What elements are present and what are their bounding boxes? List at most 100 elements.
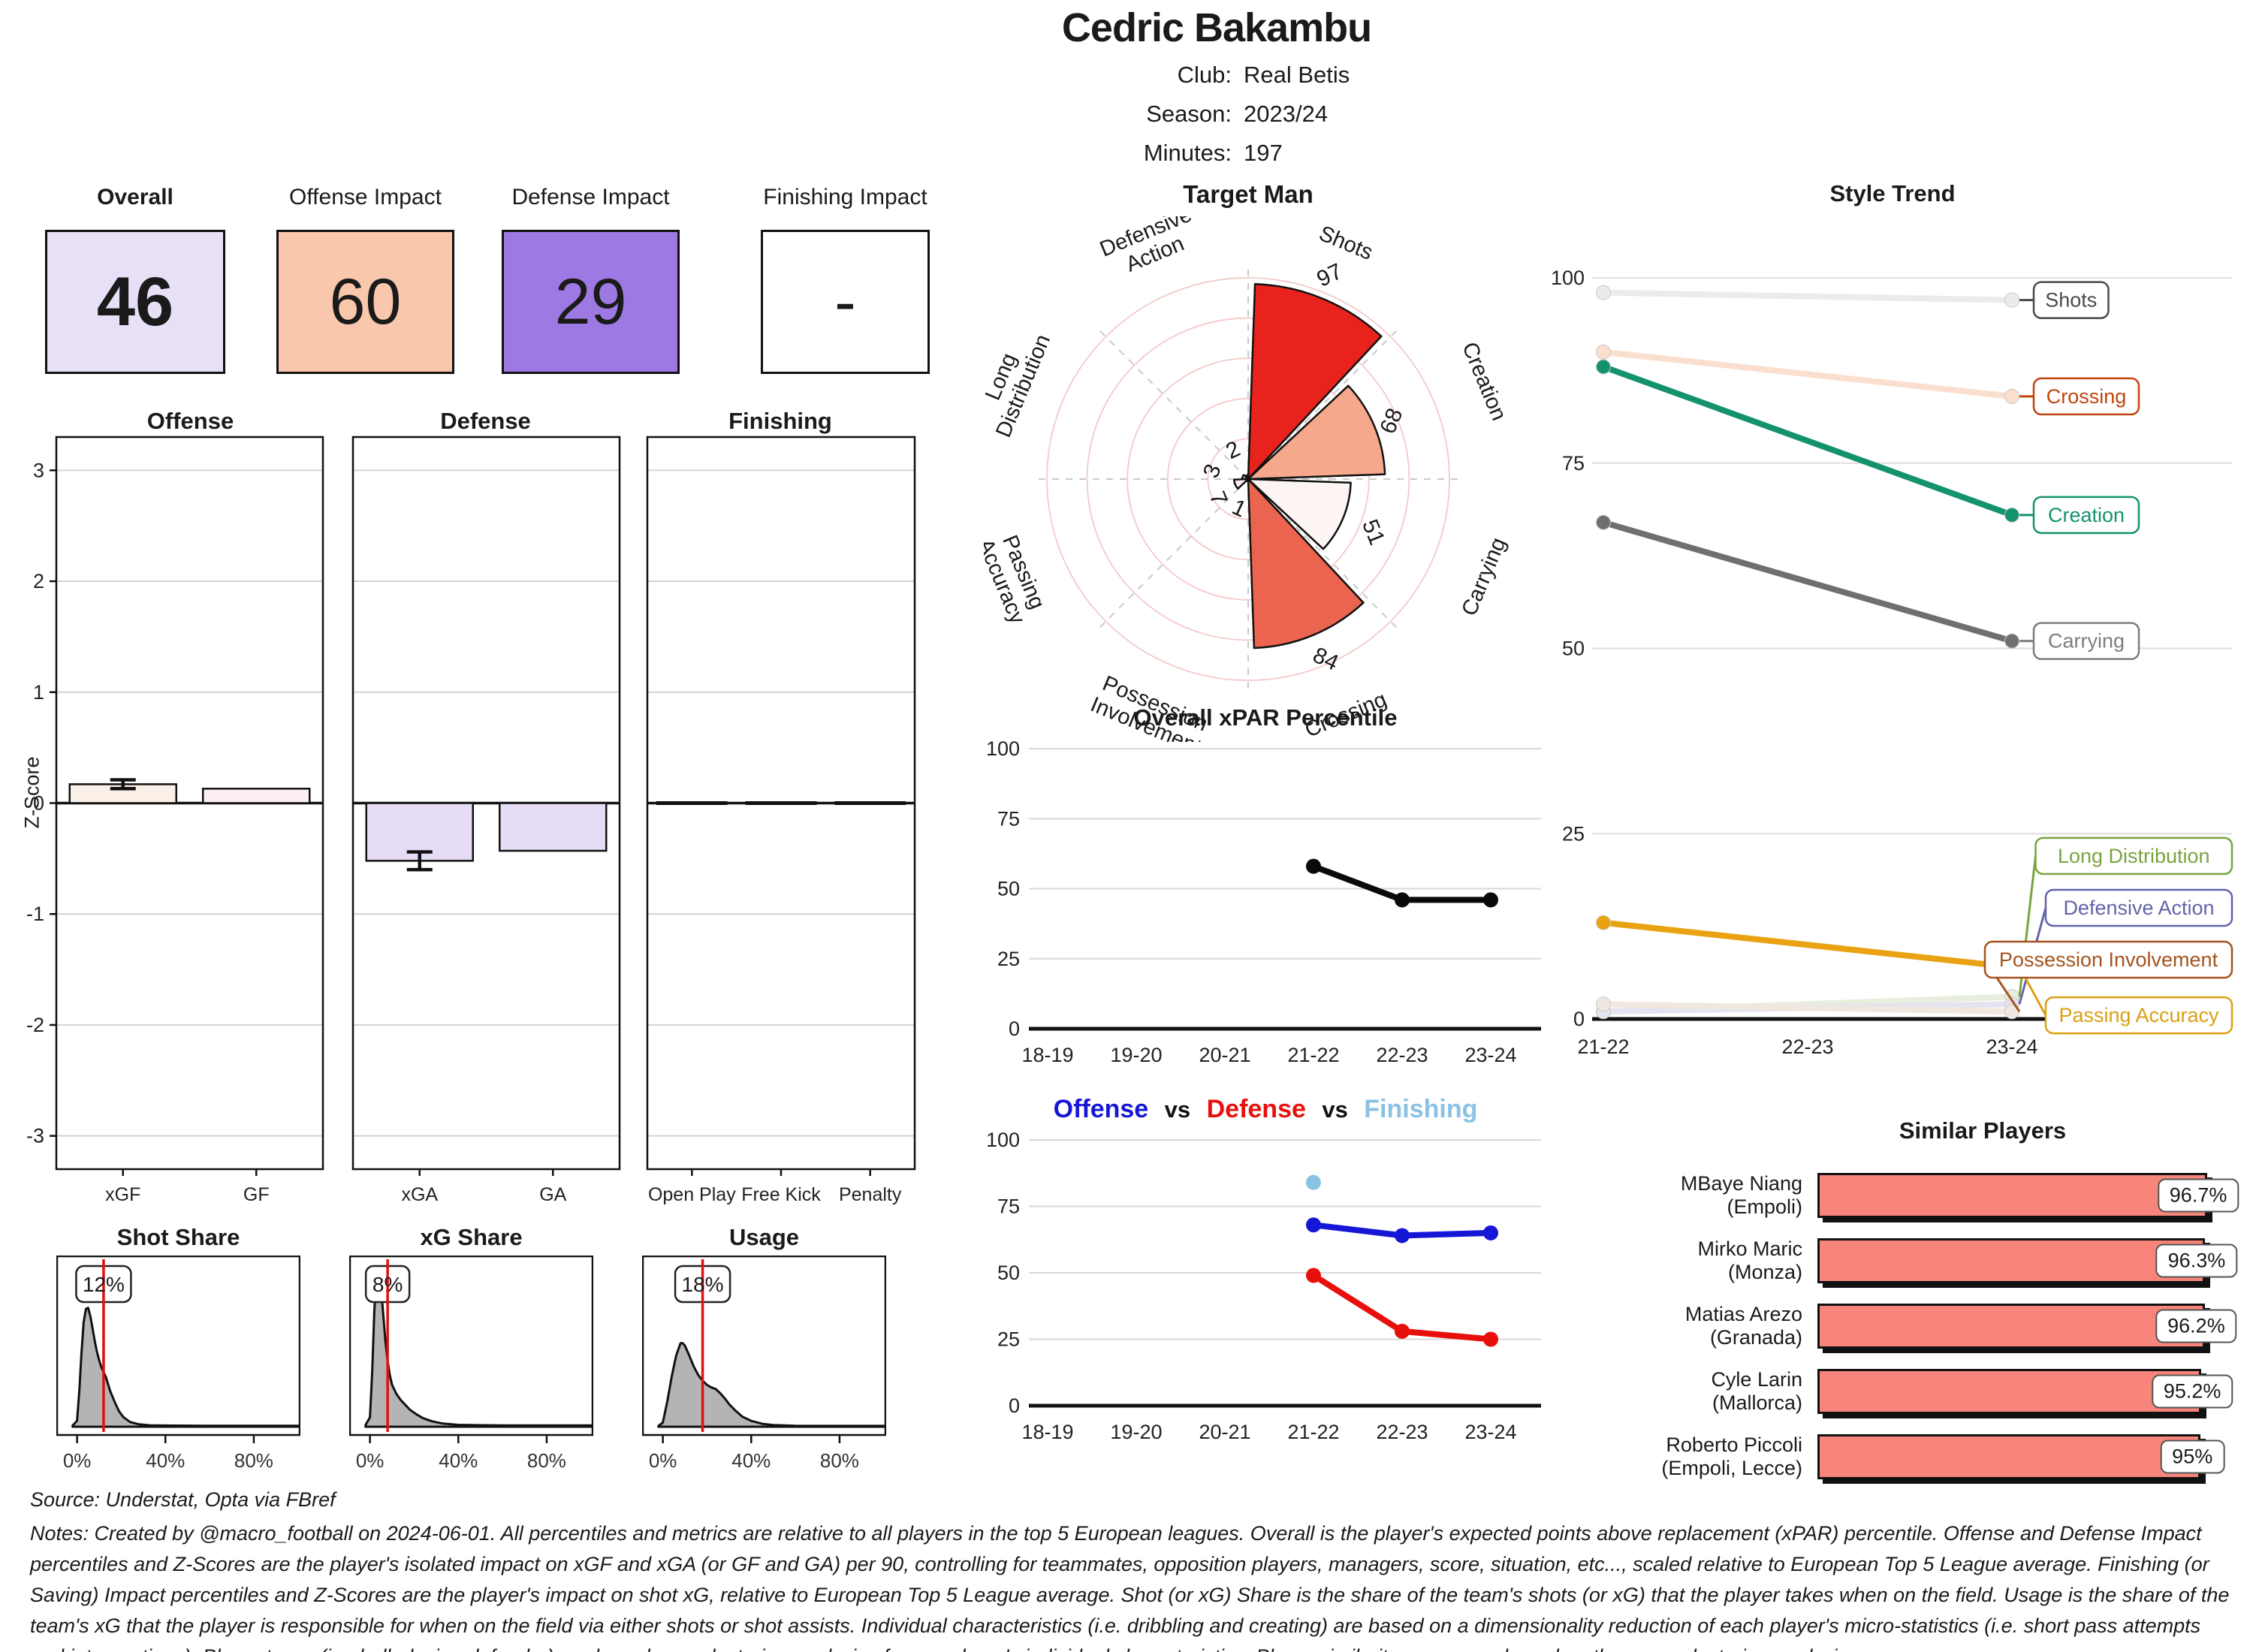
svg-text:18%: 18%	[682, 1273, 724, 1296]
similarity-score-badge: 96.2%	[2155, 1309, 2237, 1343]
minutes-row: Minutes: 197	[1074, 140, 1350, 179]
page-title: Cedric Bakambu	[1061, 5, 1372, 50]
impact-label-finishing: Finishing Impact	[763, 185, 927, 210]
defense-zscore-title: Defense	[440, 408, 531, 434]
svg-text:8%: 8%	[372, 1273, 403, 1296]
source-note: Source: Understat, Opta via FBref	[30, 1488, 336, 1511]
svg-text:-1: -1	[26, 903, 44, 925]
svg-text:0: 0	[33, 792, 44, 815]
svg-text:Shots: Shots	[2045, 289, 2097, 312]
similar-player-bar-track: 96.3%	[1817, 1237, 2238, 1283]
impact-card-overall: Overall 46	[45, 185, 225, 374]
svg-text:21-22: 21-22	[1287, 1044, 1339, 1066]
similar-player-bar	[1817, 1172, 2207, 1218]
svg-text:12%: 12%	[83, 1273, 125, 1296]
similarity-score-badge: 95%	[2160, 1439, 2225, 1473]
season-label: Season:	[1146, 101, 1232, 127]
svg-text:25: 25	[997, 948, 1020, 970]
svg-text:100: 100	[986, 737, 1020, 760]
odf-title-finishing: Finishing	[1364, 1095, 1478, 1123]
odf-title-defense: Defense	[1206, 1095, 1306, 1123]
svg-text:100: 100	[1551, 267, 1585, 289]
xg-share-title: xG Share	[420, 1224, 523, 1250]
shot-share-chart: 12% 0% 40% 80%	[56, 1256, 300, 1472]
impact-label-overall: Overall	[97, 185, 173, 210]
similar-player-name: Matias Arezo (Granada)	[1684, 1302, 1802, 1349]
svg-text:Long Distribution: Long Distribution	[2058, 845, 2210, 867]
svg-text:80%: 80%	[820, 1449, 859, 1472]
xpar-percentile-chart: 0 25 50 75 100 18-19 19-20 20-21 21-22 22-23 23-24	[986, 737, 1541, 1066]
similarity-score-badge: 96.7%	[2157, 1178, 2239, 1212]
similar-player-name: Roberto Piccoli (Empoli, Lecce)	[1661, 1433, 1802, 1479]
similar-player-row: Mirko Maric (Monza) 96.3%	[1577, 1228, 2238, 1293]
svg-text:50: 50	[1562, 638, 1585, 660]
player-meta: Club: Real Betis Season: 2023/24 Minutes…	[1074, 62, 1350, 179]
svg-text:25: 25	[1562, 822, 1585, 845]
impact-card-finishing: Finishing Impact -	[761, 185, 930, 374]
svg-text:22-23: 22-23	[1376, 1421, 1428, 1443]
svg-text:84: 84	[1309, 643, 1342, 676]
odf-title-vs2: vs	[1322, 1096, 1348, 1123]
season-value: 2023/24	[1244, 101, 1329, 127]
odf-title: Offense vs Defense vs Finishing	[984, 1095, 1547, 1124]
similar-player-bar-track: 95.2%	[1817, 1368, 2233, 1414]
svg-text:xGF: xGF	[105, 1184, 140, 1205]
svg-text:80%: 80%	[527, 1449, 566, 1472]
season-row: Season: 2023/24	[1074, 101, 1350, 140]
svg-text:0: 0	[1573, 1008, 1585, 1030]
svg-text:Carrying: Carrying	[1457, 534, 1511, 619]
svg-text:Free Kick: Free Kick	[741, 1184, 821, 1205]
svg-text:Penalty: Penalty	[839, 1184, 902, 1205]
usage-chart: 18% 0% 40% 80%	[642, 1256, 886, 1472]
impact-box-offense: 60	[276, 230, 454, 374]
player-style-radar-chart: 976851841732ShotsCreationCarryingCrossin…	[984, 216, 1511, 742]
minutes-value: 197	[1244, 140, 1283, 166]
svg-text:0: 0	[1009, 1017, 1020, 1040]
svg-text:80%: 80%	[234, 1449, 273, 1472]
impact-card-defense: Defense Impact 29	[502, 185, 680, 374]
svg-text:23-24: 23-24	[1986, 1036, 2037, 1058]
similarity-score-badge: 96.3%	[2155, 1244, 2238, 1277]
finishing-zscore-chart: Open Play Free Kick Penalty	[646, 436, 916, 1205]
svg-text:75: 75	[997, 807, 1020, 830]
svg-text:23-24: 23-24	[1464, 1421, 1516, 1443]
minutes-label: Minutes:	[1143, 140, 1232, 166]
similar-player-name: Cyle Larin (Mallorca)	[1711, 1367, 1802, 1414]
svg-text:40%: 40%	[731, 1449, 771, 1472]
svg-text:22-23: 22-23	[1781, 1036, 1833, 1058]
impact-box-defense: 29	[502, 230, 680, 374]
svg-text:Defensive Action: Defensive Action	[2063, 897, 2214, 919]
impact-value-offense: 60	[329, 265, 402, 338]
similar-player-bar	[1817, 1433, 2200, 1479]
svg-text:40%: 40%	[439, 1449, 478, 1472]
svg-text:25: 25	[997, 1328, 1020, 1351]
similar-player-bar	[1817, 1237, 2206, 1283]
impact-label-offense: Offense Impact	[289, 185, 442, 210]
impact-card-offense: Offense Impact 60	[276, 185, 454, 374]
svg-text:22-23: 22-23	[1376, 1044, 1428, 1066]
radar-title: Target Man	[1183, 180, 1313, 208]
similar-player-row: Cyle Larin (Mallorca) 95.2%	[1577, 1358, 2233, 1424]
xpar-title: Overall xPAR Percentile	[1133, 704, 1398, 731]
svg-text:21-22: 21-22	[1577, 1036, 1629, 1058]
svg-text:75: 75	[1562, 452, 1585, 475]
svg-text:Passing Accuracy: Passing Accuracy	[2058, 1004, 2219, 1026]
svg-text:1: 1	[33, 681, 44, 704]
similar-player-row: Roberto Piccoli (Empoli, Lecce) 95%	[1577, 1424, 2225, 1489]
svg-text:2: 2	[1222, 436, 1244, 464]
finishing-zscore-title: Finishing	[728, 408, 832, 434]
svg-text:Creation: Creation	[2048, 504, 2125, 526]
offense-zscore-title: Offense	[146, 408, 234, 434]
similar-player-bar	[1817, 1303, 2205, 1349]
similar-player-name: Mirko Maric (Monza)	[1697, 1237, 1803, 1283]
svg-text:Creation: Creation	[1457, 339, 1511, 424]
style-trend-chart: 0 25 50 75 100 21-22 22-23 23-24 Shots Crossing Cr…	[1551, 267, 2233, 1058]
club-value: Real Betis	[1244, 62, 1350, 88]
svg-text:23-24: 23-24	[1464, 1044, 1516, 1066]
impact-label-defense: Defense Impact	[511, 185, 670, 210]
svg-text:2: 2	[33, 570, 44, 592]
svg-text:Shots: Shots	[1316, 222, 1377, 265]
style-trend-title: Style Trend	[1829, 180, 1956, 206]
svg-text:20-21: 20-21	[1199, 1421, 1250, 1443]
